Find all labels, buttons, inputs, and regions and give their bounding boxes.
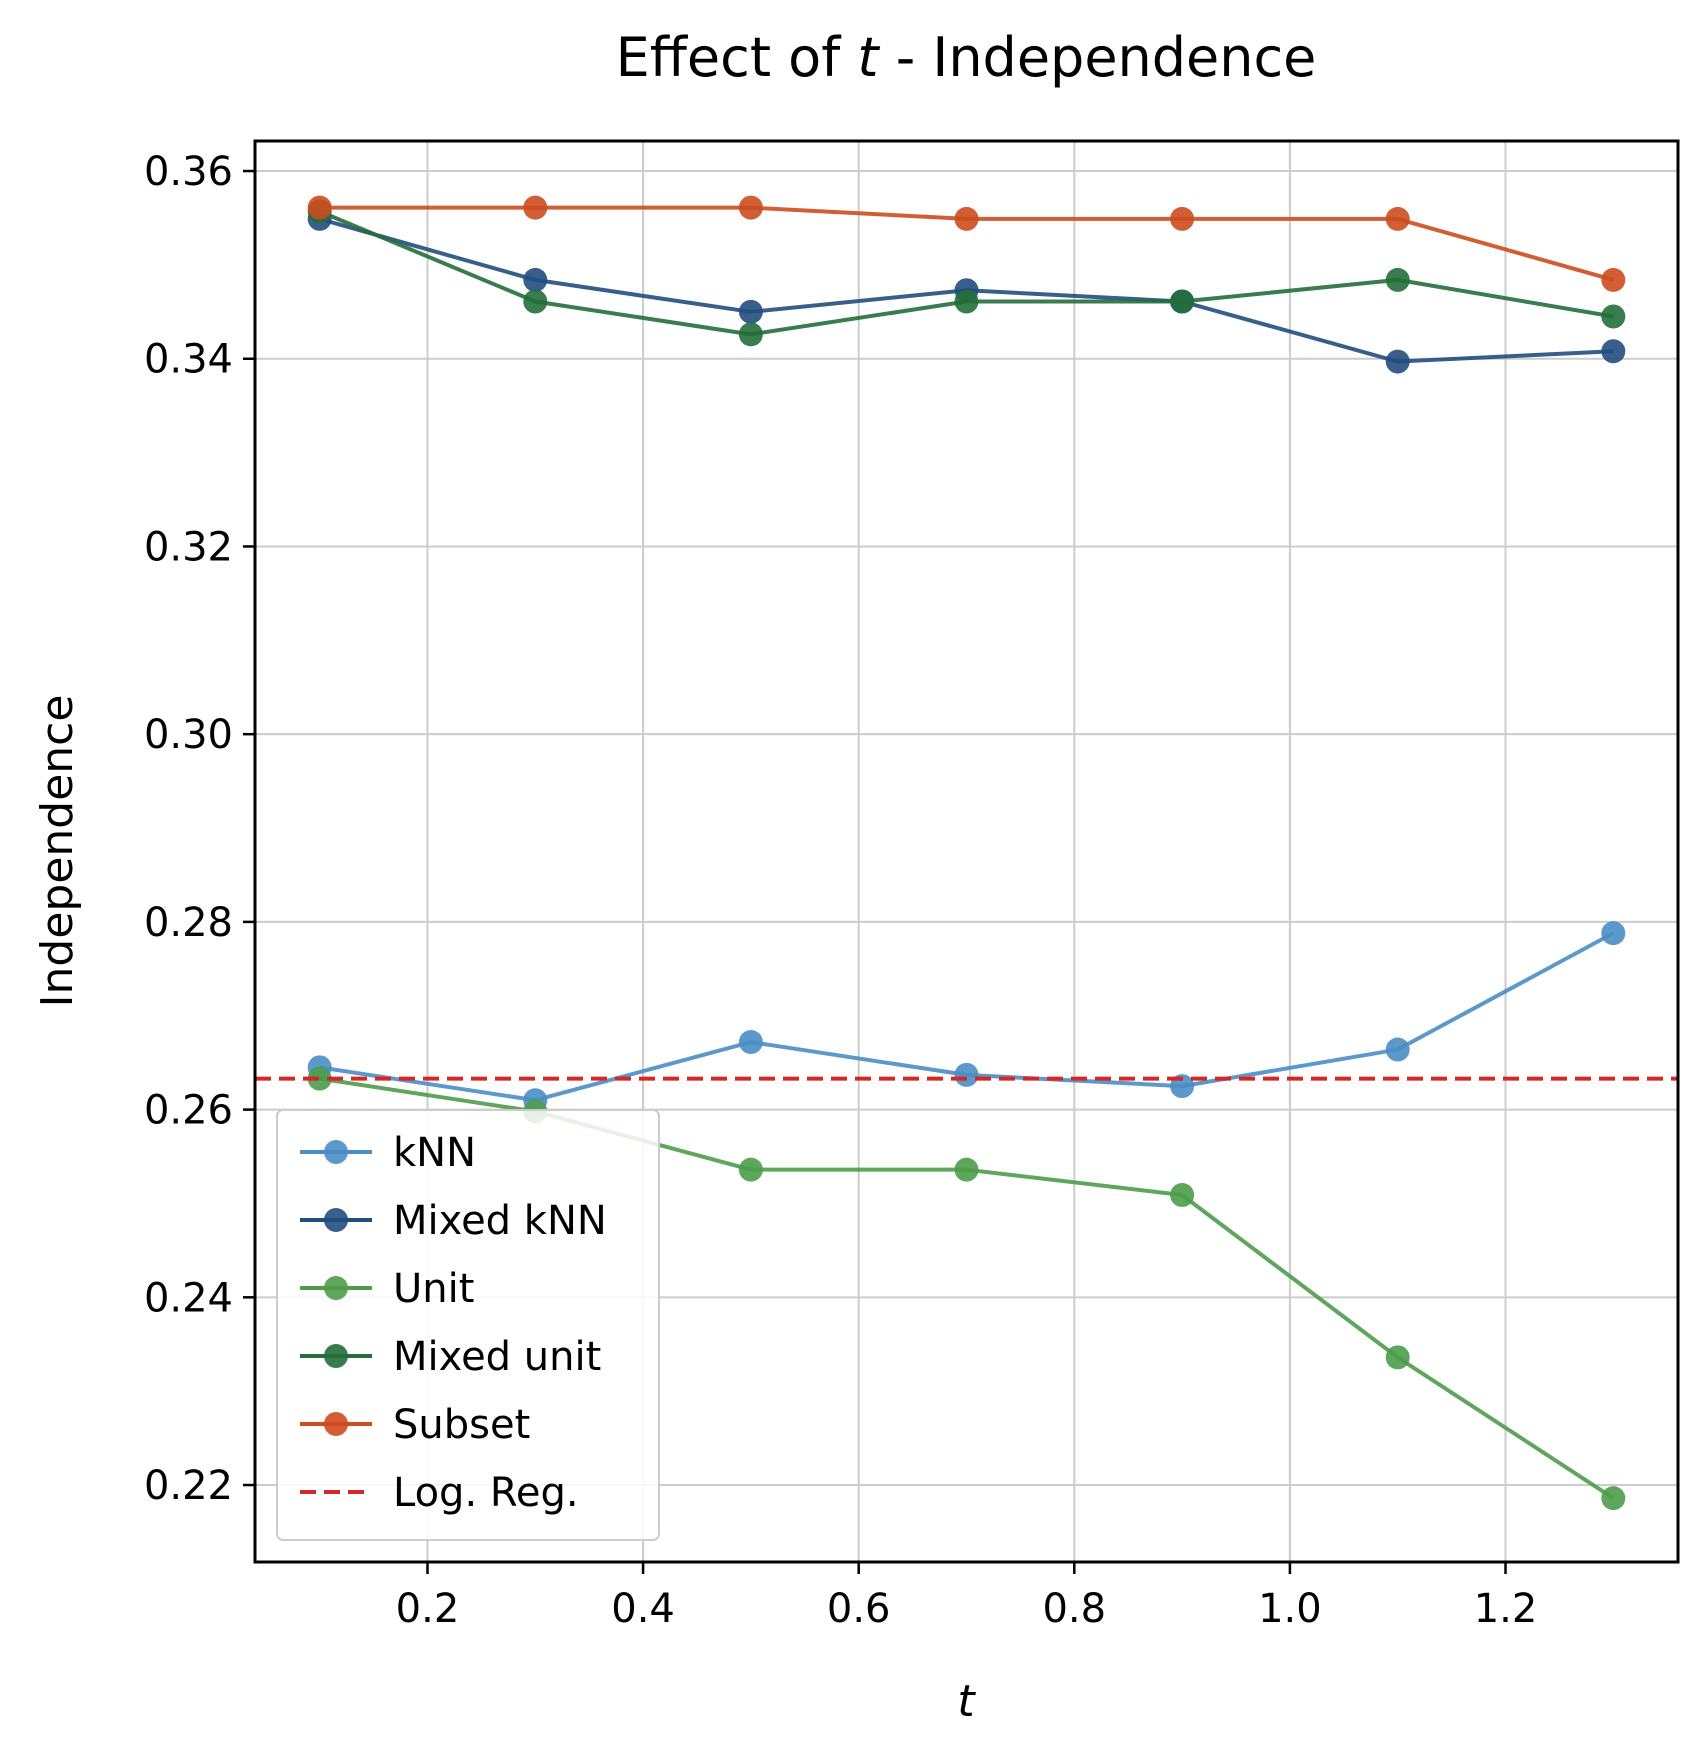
data-point-subset xyxy=(1385,206,1410,231)
legend-item-log-reg: Log. Reg. xyxy=(300,1470,579,1516)
y-tick-label: 0.30 xyxy=(144,712,233,758)
data-point-knn xyxy=(954,1062,979,1087)
data-point-subset xyxy=(1170,206,1195,231)
legend-item-unit: Unit xyxy=(300,1266,474,1312)
x-tick-label: 0.4 xyxy=(611,1586,675,1632)
legend-marker-mixed-knn xyxy=(324,1208,348,1232)
data-point-mixed-unit xyxy=(738,322,763,347)
y-tick-label: 0.32 xyxy=(144,524,233,570)
legend-item-mixed-knn: Mixed kNN xyxy=(300,1198,607,1244)
legend-label-subset: Subset xyxy=(393,1402,530,1448)
y-tick-label: 0.26 xyxy=(144,1088,233,1134)
data-point-mixed-knn xyxy=(738,299,763,324)
data-point-knn xyxy=(738,1030,763,1055)
data-point-knn xyxy=(1385,1037,1410,1062)
data-point-unit xyxy=(1385,1345,1410,1370)
legend-marker-unit xyxy=(324,1276,348,1300)
legend: kNN Mixed kNN Unit Mixed unit Subset Log. Reg… xyxy=(276,1109,660,1541)
axis-ticks: 0.2 0.4 0.6 0.8 1.0 1.2 0.22 0.24 0.26 0.28 0.30 0.… xyxy=(144,149,1537,1632)
legend-label-log-reg: Log. Reg. xyxy=(393,1470,579,1516)
data-point-subset xyxy=(738,195,763,220)
legend-item-mixed-unit: Mixed unit xyxy=(300,1334,601,1380)
x-tick-label: 0.2 xyxy=(396,1586,460,1632)
data-point-subset xyxy=(307,195,332,220)
x-tick-label: 0.8 xyxy=(1042,1586,1106,1632)
data-point-unit xyxy=(1170,1183,1195,1208)
y-tick-label: 0.22 xyxy=(144,1463,233,1509)
data-point-subset xyxy=(954,206,979,231)
y-axis-label: Independence xyxy=(32,695,83,1008)
chart-title: Effect of t - Independence xyxy=(616,26,1317,89)
plot-frame xyxy=(253,139,1680,1564)
x-axis-label: t xyxy=(957,1676,976,1727)
data-point-unit xyxy=(954,1157,979,1182)
chart-title-variable: t xyxy=(857,26,880,89)
legend-marker-subset xyxy=(324,1412,348,1436)
y-tick-label: 0.34 xyxy=(144,337,233,383)
data-point-mixed-unit xyxy=(1385,267,1410,292)
data-point-mixed-unit xyxy=(523,289,548,314)
data-point-mixed-unit xyxy=(1170,289,1195,314)
legend-marker-knn xyxy=(324,1140,348,1164)
data-point-mixed-unit xyxy=(1601,304,1626,329)
data-point-unit xyxy=(1601,1486,1626,1511)
y-tick-label: 0.24 xyxy=(144,1275,233,1321)
y-tick-label: 0.28 xyxy=(144,900,233,946)
legend-marker-mixed-unit xyxy=(324,1344,348,1368)
data-point-mixed-knn xyxy=(523,267,548,292)
data-point-mixed-knn xyxy=(1601,339,1626,364)
x-tick-label: 0.6 xyxy=(827,1586,891,1632)
legend-item-subset: Subset xyxy=(300,1402,530,1448)
x-tick-label: 1.0 xyxy=(1258,1586,1322,1632)
data-point-unit xyxy=(307,1066,332,1091)
data-point-knn xyxy=(1601,921,1626,946)
y-tick-label: 0.36 xyxy=(144,149,233,195)
series-layer xyxy=(255,195,1678,1511)
legend-label-mixed-knn: Mixed kNN xyxy=(393,1198,607,1244)
data-point-unit xyxy=(738,1157,763,1182)
legend-item-knn: kNN xyxy=(300,1130,476,1176)
data-point-subset xyxy=(1601,267,1626,292)
data-point-subset xyxy=(523,195,548,220)
series-subset xyxy=(307,195,1626,292)
data-point-mixed-unit xyxy=(954,289,979,314)
legend-label-knn: kNN xyxy=(393,1130,476,1176)
data-point-mixed-knn xyxy=(1385,349,1410,374)
legend-label-mixed-unit: Mixed unit xyxy=(393,1334,601,1380)
legend-box xyxy=(276,1109,660,1541)
x-tick-label: 1.2 xyxy=(1474,1586,1538,1632)
legend-label-unit: Unit xyxy=(393,1266,474,1312)
